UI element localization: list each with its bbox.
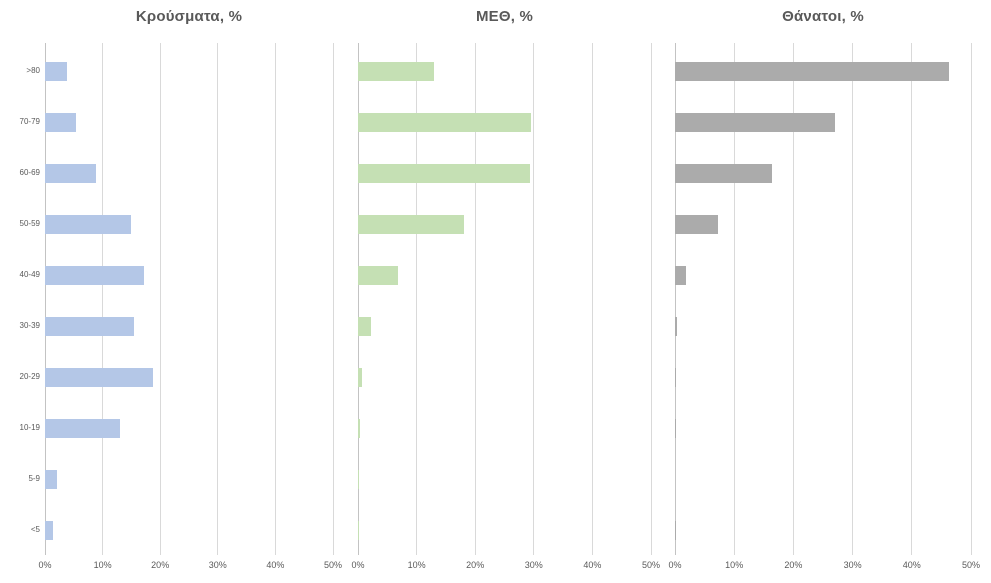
- chart-title-deaths: Θάνατοι, %: [782, 8, 864, 25]
- bar-30-39: [45, 316, 135, 336]
- category-label->80: >80: [26, 66, 40, 75]
- plot-area-deaths: [674, 43, 972, 555]
- bar-60-69: [358, 163, 531, 183]
- value-axis-line: [357, 43, 359, 555]
- bar-50-59: [45, 214, 131, 234]
- bar-20-29: [358, 367, 362, 387]
- gridline: [533, 43, 535, 555]
- bar-5-9: [358, 469, 359, 489]
- bar-30-39: [358, 316, 371, 336]
- plot-area-cases: [44, 43, 334, 555]
- category-label-<5: <5: [30, 525, 40, 534]
- category-label-10-19: 10-19: [19, 423, 40, 432]
- gridline: [911, 43, 913, 555]
- plot-area-icu: [357, 43, 652, 555]
- bar-40-49: [45, 265, 145, 285]
- bar-10-19: [358, 418, 360, 438]
- chart-title-cases: Κρούσματα, %: [135, 8, 243, 25]
- bar-<5: [675, 520, 677, 540]
- x-axis-tick-label: 10%: [407, 560, 426, 570]
- gridline: [102, 43, 104, 555]
- chart-title-icu: ΜΕΘ, %: [475, 8, 534, 25]
- bar-70-79: [675, 112, 835, 132]
- value-axis-labels-deaths: 0% 10% 20% 30% 40% 50%: [668, 560, 980, 574]
- bar-<5: [45, 520, 54, 540]
- bar-20-29: [675, 367, 677, 387]
- category-label-70-79: 70-79: [19, 117, 40, 126]
- value-axis-line: [44, 43, 46, 555]
- x-axis-tick-label: 10%: [725, 560, 744, 570]
- gridline: [217, 43, 219, 555]
- gridline: [591, 43, 593, 555]
- chart-deaths: Θάνατοι, % 0% 10% 20% 30% 40% 50%: [667, 0, 991, 583]
- bar->80: [358, 61, 435, 81]
- x-axis-tick-label: 10%: [93, 560, 112, 570]
- chart-cases: Κρούσματα, % >80 70-79 60-69 50-59 40-49 30-3…: [0, 0, 350, 583]
- x-axis-tick-label: 50%: [323, 560, 343, 570]
- category-label-40-49: 40-49: [19, 270, 40, 279]
- bar-<5: [358, 520, 359, 540]
- bar-40-49: [358, 265, 398, 285]
- x-axis-tick-label: 30%: [524, 560, 543, 570]
- gridline: [792, 43, 794, 555]
- bar-60-69: [675, 163, 773, 183]
- value-axis-labels-cases: 0% 10% 20% 30% 40% 50%: [38, 560, 342, 574]
- bar-60-69: [45, 163, 97, 183]
- gridline: [274, 43, 276, 555]
- value-axis-labels-icu: 0% 10% 20% 30% 40% 50%: [351, 560, 660, 574]
- gridline: [852, 43, 854, 555]
- x-axis-tick-label: 0%: [351, 560, 365, 570]
- x-axis-tick-label: 20%: [151, 560, 170, 570]
- bar-70-79: [45, 112, 77, 132]
- x-axis-tick-label: 50%: [641, 560, 661, 570]
- category-label-60-69: 60-69: [19, 168, 40, 177]
- bar->80: [45, 61, 68, 81]
- bar-10-19: [45, 418, 120, 438]
- x-axis-tick-label: 20%: [784, 560, 803, 570]
- bar-5-9: [45, 469, 58, 489]
- bar-50-59: [675, 214, 719, 234]
- category-label-50-59: 50-59: [19, 219, 40, 228]
- value-axis-line: [674, 43, 676, 555]
- bar-70-79: [358, 112, 531, 132]
- category-label-5-9: 5-9: [28, 474, 40, 483]
- gridline: [159, 43, 161, 555]
- x-axis-tick-label: 0%: [668, 560, 682, 570]
- category-label-30-39: 30-39: [19, 321, 40, 330]
- gridline: [416, 43, 418, 555]
- bar-30-39: [675, 316, 677, 336]
- gridline: [332, 43, 334, 555]
- x-axis-tick-label: 20%: [466, 560, 485, 570]
- bar->80: [675, 61, 949, 81]
- gridline: [650, 43, 652, 555]
- x-axis-tick-label: 30%: [843, 560, 862, 570]
- category-label-20-29: 20-29: [19, 372, 40, 381]
- bar-40-49: [675, 265, 687, 285]
- x-axis-tick-label: 30%: [208, 560, 227, 570]
- bar-10-19: [675, 418, 677, 438]
- x-axis-tick-label: 40%: [583, 560, 602, 570]
- gridline: [474, 43, 476, 555]
- x-axis-tick-label: 40%: [902, 560, 921, 570]
- x-axis-tick-label: 40%: [266, 560, 285, 570]
- chart-icu: ΜΕΘ, % 0% 10% 20% 30% 40% 50%: [350, 0, 667, 583]
- gridline: [970, 43, 972, 555]
- bar-50-59: [358, 214, 465, 234]
- x-axis-tick-label: 50%: [961, 560, 981, 570]
- category-axis-labels: >80 70-79 60-69 50-59 40-49 30-39 20-29 10-19 5-…: [0, 45, 40, 555]
- bar-20-29: [45, 367, 153, 387]
- x-axis-tick-label: 0%: [38, 560, 52, 570]
- gridline: [733, 43, 735, 555]
